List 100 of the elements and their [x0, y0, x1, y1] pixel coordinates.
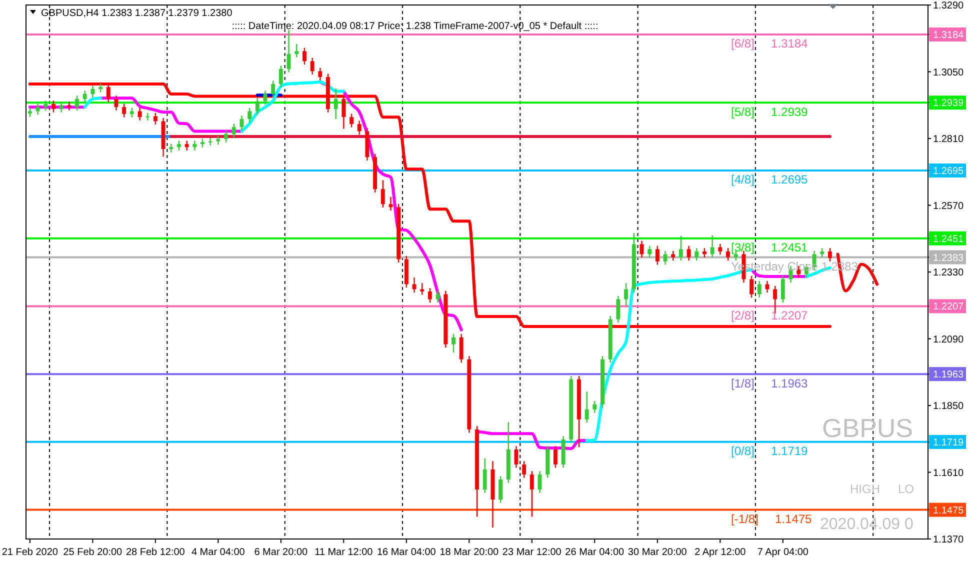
candlestick	[420, 282, 424, 296]
y-tick-label: 1.1850	[933, 401, 964, 412]
candlestick	[765, 280, 770, 294]
candlestick	[498, 476, 502, 504]
x-tick-label: 7 Apr 04:00	[757, 547, 809, 558]
annotation: HIGH	[850, 482, 880, 496]
candlestick	[678, 235, 683, 262]
x-tick-label: 11 Mar 12:00	[314, 547, 374, 558]
ref-line-label: [3/8] 1.2451	[731, 240, 808, 255]
candlestick	[663, 250, 668, 266]
candlestick	[224, 130, 228, 143]
candlestick	[828, 247, 832, 262]
x-tick-label: 21 Feb 2020	[2, 547, 58, 558]
candlestick	[726, 247, 730, 262]
y-tick-label: 1.1719	[933, 437, 964, 448]
chart-title: GBPUSD,H4 1.2383 1.2387 1.2379 1.2380	[41, 8, 233, 19]
candlestick	[75, 95, 79, 112]
x-tick-label: 26 Mar 04:00	[565, 547, 625, 558]
y-tick-label: 1.2451	[933, 234, 964, 245]
candlestick	[553, 446, 558, 468]
candlestick	[334, 88, 338, 120]
candlestick	[718, 243, 722, 256]
ref-line-label: [4/8] 1.2695	[731, 172, 808, 187]
candlestick	[294, 43, 299, 58]
candlestick	[482, 458, 487, 494]
x-tick-label: 18 Mar 20:00	[440, 547, 500, 558]
y-tick-label: 1.3290	[933, 0, 964, 12]
candlestick	[616, 295, 620, 324]
ref-line-label: [6/8] 1.3184	[731, 36, 808, 51]
x-tick-label: 2 Apr 12:00	[694, 547, 746, 558]
candlestick	[240, 115, 244, 132]
candlestick	[780, 275, 785, 304]
x-tick-label: 30 Mar 20:00	[628, 547, 688, 558]
candlestick	[750, 275, 754, 298]
candlestick	[530, 470, 534, 518]
candlestick	[624, 282, 628, 306]
x-tick-label: 16 Mar 04:00	[376, 547, 436, 558]
candlestick	[114, 95, 118, 112]
candlestick	[278, 65, 283, 88]
candlestick	[122, 103, 126, 118]
candlestick	[44, 100, 48, 112]
y-tick-label: 1.1475	[933, 505, 964, 516]
candlestick	[757, 280, 762, 298]
candlestick	[82, 90, 87, 103]
x-tick-label: 4 Mar 04:00	[191, 547, 246, 558]
y-tick-label: 1.2939	[933, 98, 964, 110]
y-tick-label: 1.3050	[933, 67, 964, 78]
candlestick	[176, 140, 181, 152]
x-tick-label: 28 Feb 12:00	[126, 547, 186, 558]
candlestick	[318, 67, 322, 81]
y-tick-label: 1.1370	[933, 534, 964, 546]
candlestick	[648, 245, 652, 258]
candlestick	[51, 100, 56, 113]
ref-line-label: [-1/8] 1.1475	[731, 512, 812, 526]
candlestick	[90, 85, 95, 98]
candlestick	[184, 140, 189, 152]
candlestick	[138, 107, 142, 122]
ref-line-label: [5/8] 1.2939	[731, 104, 808, 119]
candlestick	[671, 250, 676, 262]
candlestick	[59, 101, 64, 113]
candlestick	[153, 112, 158, 126]
x-tick-label: 25 Feb 20:00	[63, 547, 123, 558]
ref-line-label: [1/8] 1.1963	[731, 376, 808, 390]
y-tick-label: 1.2810	[933, 134, 964, 145]
candlestick	[342, 95, 346, 130]
candlestick	[522, 460, 526, 478]
ref-line-label: [2/8] 1.2207	[731, 308, 808, 322]
candlestick	[459, 333, 464, 364]
candlestick	[686, 245, 691, 262]
x-tick-label: 23 Mar 12:00	[502, 547, 562, 558]
y-tick-label: 1.3184	[933, 30, 964, 41]
annotation: GBPUS	[822, 413, 914, 443]
ref-line-label: [0/8] 1.1719	[731, 444, 808, 458]
candlestick	[208, 137, 212, 146]
candlestick	[248, 107, 252, 123]
annotation: 2020.04.09 0	[820, 516, 914, 533]
candlestick	[232, 123, 236, 138]
candlestick	[130, 107, 134, 118]
y-tick-label: 1.2570	[933, 200, 964, 212]
candlestick	[592, 400, 597, 414]
candlestick	[271, 80, 276, 98]
candlestick	[702, 247, 706, 258]
annotation: LO	[898, 482, 914, 496]
y-tick-label: 1.1610	[933, 468, 964, 479]
candlestick	[710, 234, 714, 258]
candlestick	[428, 288, 432, 304]
y-tick-label: 1.2695	[933, 166, 964, 177]
candlestick	[216, 135, 220, 146]
candlestick	[255, 97, 260, 116]
y-tick-label: 1.1963	[933, 370, 964, 381]
candlestick	[350, 113, 354, 128]
candlestick	[452, 333, 456, 354]
candlestick	[192, 140, 197, 152]
x-tick-label: 6 Mar 20:00	[254, 547, 308, 558]
candlestick	[655, 245, 660, 266]
y-tick-label: 1.2330	[933, 268, 964, 278]
candlestick	[357, 120, 362, 136]
y-tick-label: 1.2207	[933, 302, 964, 313]
y-tick-label: 1.2090	[933, 334, 964, 346]
candlestick	[380, 180, 385, 208]
